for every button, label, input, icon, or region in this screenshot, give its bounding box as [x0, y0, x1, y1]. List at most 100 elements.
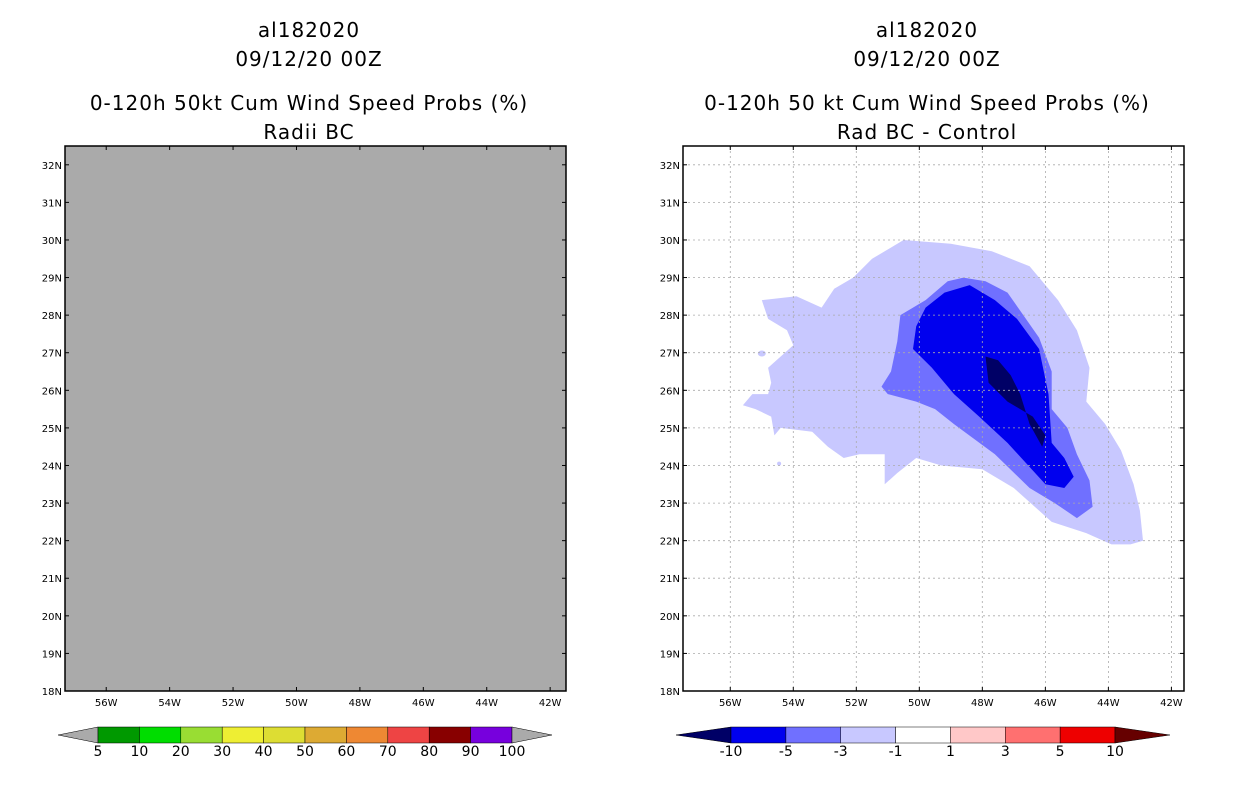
- right-contour-level-3: [985, 356, 1046, 447]
- left-colorbar-label: 90: [462, 744, 480, 760]
- right-xtick-label: 50W: [908, 698, 931, 709]
- right-ytick-label: 24N: [660, 461, 680, 472]
- right-ytick-label: 23N: [660, 499, 680, 510]
- right-grid: [683, 146, 1184, 692]
- right-title-product: 0-120h 50 kt Cum Wind Speed Probs (%): [704, 91, 1150, 115]
- left-map-field: [65, 146, 566, 691]
- right-axes: 18N 19N 20N 21N 22N 23N 24N 25N 26N 27N 28N 29N 30N 3…: [660, 146, 1184, 709]
- left-ytick-label: 32N: [42, 161, 62, 172]
- left-colorbar-label: 10: [130, 744, 148, 760]
- right-colorbar-under-triangle: [675, 726, 732, 744]
- left-ytick-label: 23N: [42, 499, 62, 510]
- right-contour-speck: [777, 461, 782, 466]
- left-ytick-label: 20N: [42, 612, 62, 623]
- left-map-frame: [64, 145, 567, 692]
- right-colorbar-label: 1: [946, 744, 955, 760]
- right-xtick-label: 42W: [1160, 698, 1183, 709]
- left-colorbar-label: 20: [172, 744, 190, 760]
- left-colorbar-box: [387, 726, 430, 744]
- left-ytick-label: 22N: [42, 537, 62, 548]
- left-colorbar-label: 80: [420, 744, 438, 760]
- right-xtick-label: 46W: [1034, 698, 1057, 709]
- left-ytick-label: 29N: [42, 274, 62, 285]
- left-xtick-label: 52W: [222, 698, 245, 709]
- left-colorbar-over-triangle: [511, 726, 553, 744]
- left-ytick-label: 31N: [42, 198, 62, 209]
- right-colorbar-label: -3: [834, 744, 848, 760]
- right-colorbar-box: [895, 726, 951, 744]
- left-title-product: 0-120h 50kt Cum Wind Speed Probs (%): [90, 91, 528, 115]
- right-ytick-label: 19N: [660, 649, 680, 660]
- right-colorbar-label: 10: [1106, 744, 1124, 760]
- right-colorbar-label: 5: [1056, 744, 1065, 760]
- left-colorbar-under-triangle: [57, 726, 99, 744]
- right-ytick-label: 32N: [660, 161, 680, 172]
- right-ytick-label: 25N: [660, 424, 680, 435]
- left-colorbar-label: 50: [296, 744, 314, 760]
- right-colorbar-label: -5: [779, 744, 793, 760]
- left-xtick-label: 54W: [158, 698, 181, 709]
- right-colorbar-box: [840, 726, 896, 744]
- left-colorbar-box: [346, 726, 389, 744]
- right-contour-speck: [757, 350, 766, 357]
- left-ytick-label: 19N: [42, 649, 62, 660]
- left-ytick-label: 30N: [42, 236, 62, 247]
- left-title-storm: al182020: [258, 18, 360, 42]
- left-colorbar-box: [428, 726, 471, 744]
- left-ytick-label: 24N: [42, 461, 62, 472]
- left-colorbar-label: 60: [337, 744, 355, 760]
- left-ytick-label: 21N: [42, 574, 62, 585]
- right-ytick-label: 20N: [660, 612, 680, 623]
- right-ytick-label: 18N: [660, 687, 680, 698]
- right-colorbar-box: [950, 726, 1006, 744]
- right-map-frame: [682, 145, 1185, 692]
- left-xtick-label: 42W: [539, 698, 562, 709]
- left-title-subtitle: Radii BC: [263, 120, 354, 144]
- left-xtick-label: 56W: [95, 698, 118, 709]
- right-colorbar-over-triangle: [1114, 726, 1171, 744]
- right-colorbar-label: 3: [1001, 744, 1010, 760]
- right-ytick-label: 26N: [660, 386, 680, 397]
- right-title-storm: al182020: [876, 18, 978, 42]
- right-ytick-label: 28N: [660, 311, 680, 322]
- left-colorbar-box: [180, 726, 223, 744]
- right-colorbar-box: [1059, 726, 1116, 744]
- right-colorbar: -10 -5 -3 -1 1 3 5 10: [675, 726, 1171, 760]
- right-title-subtitle: Rad BC - Control: [837, 120, 1017, 144]
- right-colorbar-label: -10: [720, 744, 743, 760]
- right-xtick-label: 48W: [971, 698, 994, 709]
- right-xtick-label: 56W: [719, 698, 742, 709]
- left-colorbar-label: 100: [499, 744, 526, 760]
- left-colorbar-box: [139, 726, 182, 744]
- right-title-date: 09/12/20 00Z: [853, 47, 1000, 71]
- right-panel: al182020 09/12/20 00Z 0-120h 50 kt Cum W…: [660, 18, 1185, 760]
- left-ytick-label: 25N: [42, 424, 62, 435]
- left-panel: al182020 09/12/20 00Z 0-120h 50kt Cum Wi…: [42, 18, 567, 760]
- left-ytick-label: 26N: [42, 386, 62, 397]
- left-xtick-label: 44W: [475, 698, 498, 709]
- left-colorbar: 5 10 20 30 40 50 60 70 80 90 100: [57, 726, 553, 760]
- right-ytick-label: 29N: [660, 274, 680, 285]
- left-colorbar-box: [263, 726, 306, 744]
- right-ytick-label: 31N: [660, 198, 680, 209]
- right-ytick-label: 30N: [660, 236, 680, 247]
- left-colorbar-label: 30: [213, 744, 231, 760]
- left-colorbar-label: 40: [255, 744, 273, 760]
- right-colorbar-box: [730, 726, 787, 744]
- left-colorbar-label: 5: [94, 744, 103, 760]
- right-colorbar-label: -1: [889, 744, 903, 760]
- right-xtick-label: 52W: [845, 698, 868, 709]
- right-xtick-label: 44W: [1097, 698, 1120, 709]
- right-colorbar-box: [785, 726, 842, 744]
- left-ytick-label: 28N: [42, 311, 62, 322]
- left-xtick-label: 46W: [412, 698, 435, 709]
- right-colorbar-box: [1005, 726, 1061, 744]
- right-ytick-label: 27N: [660, 349, 680, 360]
- right-ytick-label: 22N: [660, 537, 680, 548]
- left-xtick-label: 50W: [285, 698, 308, 709]
- left-ytick-label: 27N: [42, 349, 62, 360]
- left-colorbar-box: [304, 726, 347, 744]
- left-colorbar-label: 70: [379, 744, 397, 760]
- left-colorbar-box: [470, 726, 513, 744]
